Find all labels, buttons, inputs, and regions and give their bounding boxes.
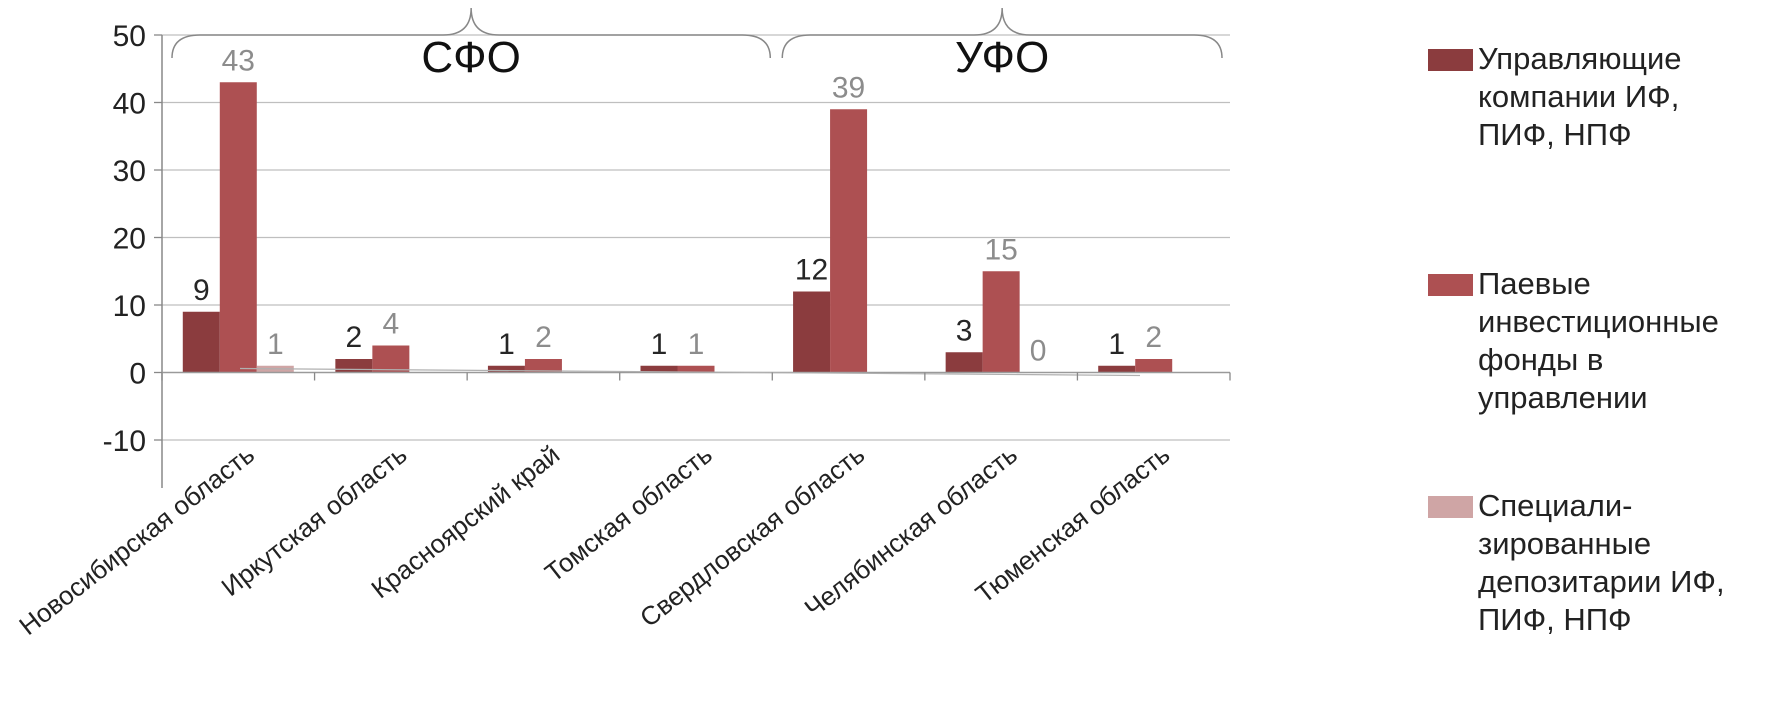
bar — [982, 271, 1020, 373]
data-label: 3 — [956, 314, 973, 347]
group-brace — [781, 7, 1223, 59]
floor-line — [239, 367, 1141, 377]
data-label: 39 — [832, 71, 865, 104]
legend-swatch — [1428, 274, 1473, 296]
y-tick-label: 10 — [113, 290, 146, 323]
bars — [182, 82, 1173, 373]
data-label: 2 — [346, 321, 363, 354]
bar — [335, 359, 373, 373]
data-label: 15 — [984, 233, 1017, 266]
legend-swatch — [1428, 49, 1473, 71]
bar — [793, 291, 831, 373]
data-label: 4 — [383, 308, 400, 341]
y-tick-label: 0 — [129, 358, 146, 391]
zero-line-group — [161, 367, 1231, 381]
group-label: УФО — [955, 33, 1049, 82]
bar — [487, 365, 525, 373]
data-label: 1 — [498, 328, 515, 361]
bar — [677, 365, 715, 373]
bar — [524, 359, 562, 373]
bar — [945, 352, 983, 373]
y-tick-label: 20 — [113, 223, 146, 256]
bar — [182, 311, 220, 373]
bar — [1135, 359, 1173, 373]
legend-label: Управляющие компании ИФ, ПИФ, НПФ — [1478, 41, 1682, 152]
data-label: 9 — [193, 274, 210, 307]
data-label: 12 — [795, 254, 828, 287]
y-tick-label: 50 — [113, 20, 146, 53]
group-label: СФО — [421, 33, 520, 82]
y-tick-label: 40 — [113, 88, 146, 121]
bar — [830, 109, 868, 373]
group-braces: СФО УФО — [171, 7, 1223, 82]
data-label: 1 — [1108, 328, 1125, 361]
data-label: 2 — [535, 321, 552, 354]
data-label: 1 — [651, 328, 668, 361]
bar — [372, 345, 410, 373]
data-label: 2 — [1145, 321, 1162, 354]
y-tick-labels: 50 40 30 20 10 0 -10 — [103, 20, 146, 458]
legend-label: Специали- зированные депозитарии ИФ, ПИФ… — [1478, 488, 1725, 637]
legend-swatch — [1428, 496, 1473, 518]
bar — [219, 82, 257, 373]
data-label: 1 — [688, 328, 705, 361]
gridlines — [154, 34, 1230, 441]
data-label: 43 — [222, 44, 255, 77]
legend-label: Паевые инвестиционные фонды в управлении — [1478, 266, 1719, 415]
group-brace — [171, 7, 772, 59]
bar — [640, 365, 678, 373]
y-tick-label: 30 — [113, 155, 146, 188]
y-tick-label: -10 — [103, 425, 146, 458]
data-label: 0 — [1030, 335, 1047, 368]
bar — [1098, 365, 1136, 373]
x-category-label: Новосибирская область — [13, 439, 260, 641]
data-label: 1 — [267, 328, 284, 361]
